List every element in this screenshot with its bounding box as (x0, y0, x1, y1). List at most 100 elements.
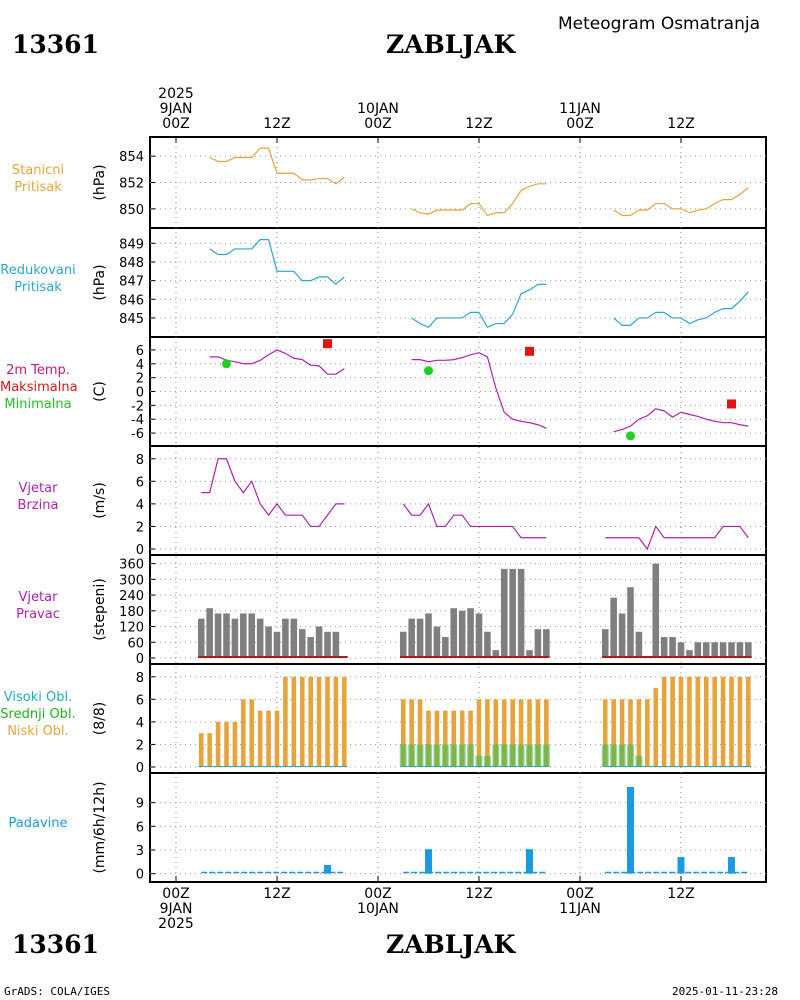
time-label: 00Z 10JAN (343, 887, 413, 917)
wind-direction-bar (694, 642, 702, 658)
y-tick-label: 60 (127, 636, 144, 651)
wind-direction-bar (450, 608, 458, 658)
mid-cloud-bar (618, 744, 626, 767)
y-tick-label: 852 (119, 177, 144, 192)
mid-cloud-bar (483, 755, 491, 767)
y-tick-label: 2 (136, 738, 144, 753)
low-cloud-bar (299, 676, 305, 767)
y-tick-label: 0 (136, 761, 144, 776)
low-cloud-bar (695, 676, 701, 767)
max-temp-marker (727, 399, 736, 409)
time-label: 12Z (646, 117, 716, 132)
wind-direction-bar (231, 618, 239, 658)
mid-cloud-bar (425, 744, 432, 767)
chart-frame (149, 136, 767, 883)
y-tick-label: 849 (119, 237, 144, 252)
time-label-line: 00Z (162, 116, 190, 132)
time-label: 00Z 9JAN 2025 (141, 887, 211, 932)
unit-label: (C) (92, 381, 108, 402)
y-tick-label: 846 (119, 293, 144, 308)
low-cloud-bar (283, 676, 288, 767)
mid-cloud-bar (526, 744, 533, 767)
reduced-pressure-line (613, 291, 749, 327)
wind-direction-bar (433, 626, 441, 658)
y-tick-label: 850 (119, 203, 144, 218)
y-tick-label: 4 (136, 358, 144, 373)
wind-direction-bar (223, 613, 230, 658)
max-temp-marker (323, 339, 332, 349)
low-cloud-bar (746, 676, 751, 767)
mid-cloud-bar (475, 755, 483, 767)
wind-speed-line (605, 525, 749, 551)
meteogram-title: Meteogram Osmatranja (558, 14, 761, 34)
unit-label: (hPa) (92, 164, 108, 200)
panel-label-line: Brzina (17, 497, 59, 513)
panel-label-line: Srednji Obl. (0, 707, 76, 722)
panel-label-line: 2m Temp. (6, 363, 70, 378)
low-cloud-bar (257, 710, 263, 767)
y-tick-label: 6 (136, 344, 144, 359)
y-tick-label: 240 (119, 589, 144, 604)
panel-label-line: Maksimalna (0, 380, 78, 395)
low-cloud-bar (468, 710, 473, 767)
y-tick-label: 120 (119, 621, 144, 636)
wind-direction-bar (526, 650, 533, 658)
low-cloud-bar (602, 699, 608, 767)
footer-timestamp: 2025-01-11-23:28 (672, 985, 778, 998)
time-label-line: 00Z (566, 886, 594, 902)
wind-direction-bar (728, 642, 735, 658)
wind-direction-bar (324, 631, 331, 658)
time-label-line: 10JAN (357, 901, 399, 917)
panel-label-pressure: Stanicni Pritisak (0, 162, 76, 196)
y-tick-label: 4 (136, 498, 144, 513)
wind-direction-bar (686, 650, 693, 658)
wind-direction-bar (248, 613, 256, 658)
wind-direction-bar (307, 637, 314, 658)
panel-label-line: Stanicni (11, 162, 65, 178)
time-label: 12Z (444, 887, 514, 902)
time-label: 11JAN 00Z (545, 102, 615, 132)
y-tick-label: 0 (136, 868, 144, 883)
y-tick-label: 180 (119, 605, 144, 620)
wind-direction-bar (745, 642, 752, 658)
station-id: 13361 (12, 30, 99, 59)
low-cloud-bar (712, 676, 717, 767)
y-tick-label: -2 (131, 399, 144, 414)
panel-label-reduced: Redukovani Pritisak (0, 262, 76, 296)
low-cloud-bar (628, 699, 633, 767)
low-cloud-bar (249, 699, 255, 767)
mid-cloud-bar (399, 744, 407, 767)
low-cloud-bar (266, 710, 271, 767)
y-tick-label: 300 (119, 573, 144, 588)
wind-direction-bar (442, 637, 449, 658)
low-cloud-bar (670, 676, 675, 767)
wind-direction-bar (265, 626, 272, 658)
time-label-line: 2025 (158, 916, 194, 932)
y-tick-label: 0 (136, 386, 144, 401)
wind-direction-bar (652, 563, 660, 658)
low-cloud-bar (434, 710, 440, 767)
mid-cloud-bar (627, 744, 634, 767)
panel-label-line: Pritisak (14, 179, 62, 195)
panel-label-line: Visoki Obl. (3, 690, 73, 705)
panel-label-line: Redukovani (0, 262, 76, 278)
wind-direction-bar (197, 618, 205, 658)
low-cloud-bar (224, 721, 229, 767)
footer-station-id: 13361 (12, 930, 99, 959)
wind-direction-bar (315, 626, 323, 658)
wind-direction-bar (256, 618, 264, 658)
mid-cloud-bar (492, 744, 500, 767)
y-tick-label: 8 (136, 453, 144, 468)
time-label: 00Z 11JAN (545, 887, 615, 917)
mid-cloud-bar (467, 744, 475, 767)
panel-label-wind_dir: Vjetar Pravac (0, 589, 76, 623)
mid-cloud-bar (408, 744, 416, 767)
low-cloud-bar (720, 676, 726, 767)
y-tick-label: 4 (136, 716, 144, 731)
time-label-line: 12Z (667, 886, 695, 902)
low-cloud-bar (661, 676, 667, 767)
temperature-line (411, 352, 547, 429)
low-cloud-bar (232, 721, 238, 767)
low-cloud-bar (729, 676, 734, 767)
wind-direction-bar (475, 613, 483, 658)
